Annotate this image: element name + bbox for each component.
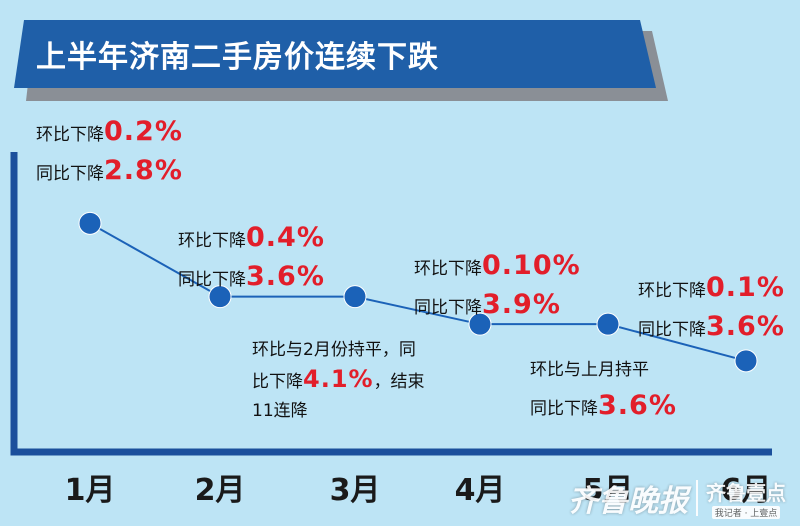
axis-line (10, 152, 772, 456)
note-line-1: 环比与2月份持平，同 (252, 340, 416, 360)
x-tick-label-3: 3月 (330, 473, 381, 508)
yoy-value: 3.6% (246, 261, 325, 292)
data-point-1 (78, 211, 102, 235)
axes (10, 152, 772, 456)
mom-value: 0.10% (482, 250, 581, 281)
x-tick-label-5: 5月 (583, 473, 634, 508)
mom-label: 环比下降 (638, 281, 706, 301)
yoy-label: 同比下降 (36, 164, 104, 184)
data-point-4 (468, 312, 492, 336)
yoy-value: 3.9% (482, 289, 561, 320)
data-point-2 (208, 285, 232, 309)
mom-value: 0.2% (104, 116, 183, 147)
data-point-3 (343, 285, 367, 309)
yoy-label: 同比下降 (638, 320, 706, 340)
yoy-value: 2.8% (104, 155, 183, 186)
watermark: 齐鲁晚报 齐鲁壹点 我记者 · 上壹点 (568, 476, 786, 520)
note-line-2-post: ，结束 (373, 372, 425, 392)
annotation-feb: 环比下降0.4% 同比下降3.6% (178, 220, 325, 298)
mom-value: 0.4% (246, 222, 325, 253)
brand-tagline: 我记者 · 上壹点 (711, 506, 781, 519)
divider (696, 480, 698, 516)
yoy-label: 同比下降 (530, 399, 598, 419)
brand-logo-qilu-evening: 齐鲁晚报 (568, 484, 688, 519)
x-tick-label-1: 1月 (65, 473, 116, 508)
mom-label: 环比与上月持平 (530, 360, 649, 380)
mom-label: 环比下降 (36, 125, 104, 145)
annotation-jan: 环比下降0.2% 同比下降2.8% (36, 114, 183, 192)
yoy-value: 4.1% (303, 365, 374, 393)
x-tick-label-6: 6月 (721, 473, 772, 508)
brand-logo-qilu-yidian: 齐鲁壹点 (706, 481, 786, 505)
x-tick-labels: 1月 2月 3月 4月 5月 6月 (65, 473, 772, 508)
yoy-value: 3.6% (598, 390, 677, 421)
annotation-apr: 环比下降0.10% 同比下降3.9% (414, 248, 581, 326)
yoy-label: 同比下降 (414, 298, 482, 318)
data-points (78, 211, 758, 373)
annotation-jun: 环比下降0.1% 同比下降3.6% (638, 270, 785, 348)
annotation-may: 环比与上月持平 同比下降3.6% (530, 352, 677, 427)
mom-label: 环比下降 (178, 231, 246, 251)
series-line (89, 222, 747, 362)
mom-label: 环比下降 (414, 259, 482, 279)
annotation-mar: 环比与2月份持平，同 比下降4.1%，结束 11连降 (252, 336, 425, 426)
x-tick-label-2: 2月 (195, 473, 246, 508)
data-point-6 (734, 349, 758, 373)
note-line-3: 11连降 (252, 401, 308, 421)
data-point-5 (596, 312, 620, 336)
chart-title: 上半年济南二手房价连续下跌 (36, 40, 439, 75)
mom-value: 0.1% (706, 272, 785, 303)
x-tick-label-4: 4月 (455, 473, 506, 508)
series-line-path (89, 222, 747, 362)
note-line-2-pre: 比下降 (252, 372, 303, 392)
yoy-value: 3.6% (706, 311, 785, 342)
yoy-label: 同比下降 (178, 270, 246, 290)
